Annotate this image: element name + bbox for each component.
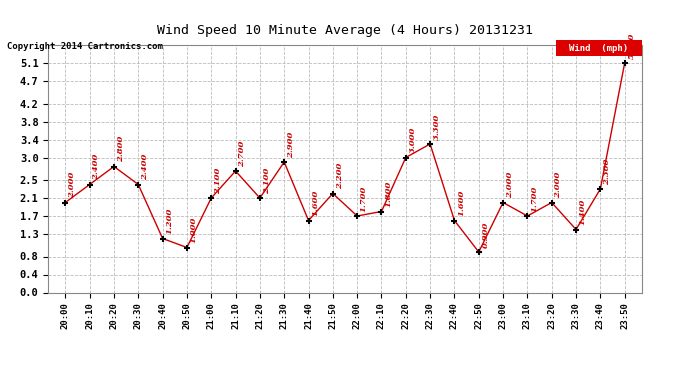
Text: 1.700: 1.700 [530,186,538,212]
Text: 2.300: 2.300 [603,159,611,185]
Text: 2.400: 2.400 [92,154,101,180]
Text: 1.000: 1.000 [190,217,198,243]
Text: 1.200: 1.200 [166,208,173,234]
Text: 2.700: 2.700 [238,141,246,167]
Text: 1.800: 1.800 [384,181,392,207]
Text: 2.000: 2.000 [68,172,76,198]
Text: 1.600: 1.600 [311,190,319,216]
Text: 0.900: 0.900 [482,222,489,248]
Text: Copyright 2014 Cartronics.com: Copyright 2014 Cartronics.com [7,42,163,51]
Text: 2.100: 2.100 [263,168,270,194]
Text: 2.900: 2.900 [287,132,295,158]
Text: 1.400: 1.400 [579,199,586,225]
Text: 5.100: 5.100 [627,33,635,59]
Text: 3.300: 3.300 [433,114,441,140]
Text: 3.000: 3.000 [408,127,417,153]
Text: 2.200: 2.200 [335,163,344,189]
Text: 1.700: 1.700 [360,186,368,212]
Text: 2.100: 2.100 [214,168,222,194]
Text: 1.600: 1.600 [457,190,465,216]
Text: 2.400: 2.400 [141,154,149,180]
Text: 2.000: 2.000 [555,172,562,198]
Text: 2.000: 2.000 [506,172,514,198]
Title: Wind Speed 10 Minute Average (4 Hours) 20131231: Wind Speed 10 Minute Average (4 Hours) 2… [157,24,533,38]
Text: 2.800: 2.800 [117,136,125,162]
